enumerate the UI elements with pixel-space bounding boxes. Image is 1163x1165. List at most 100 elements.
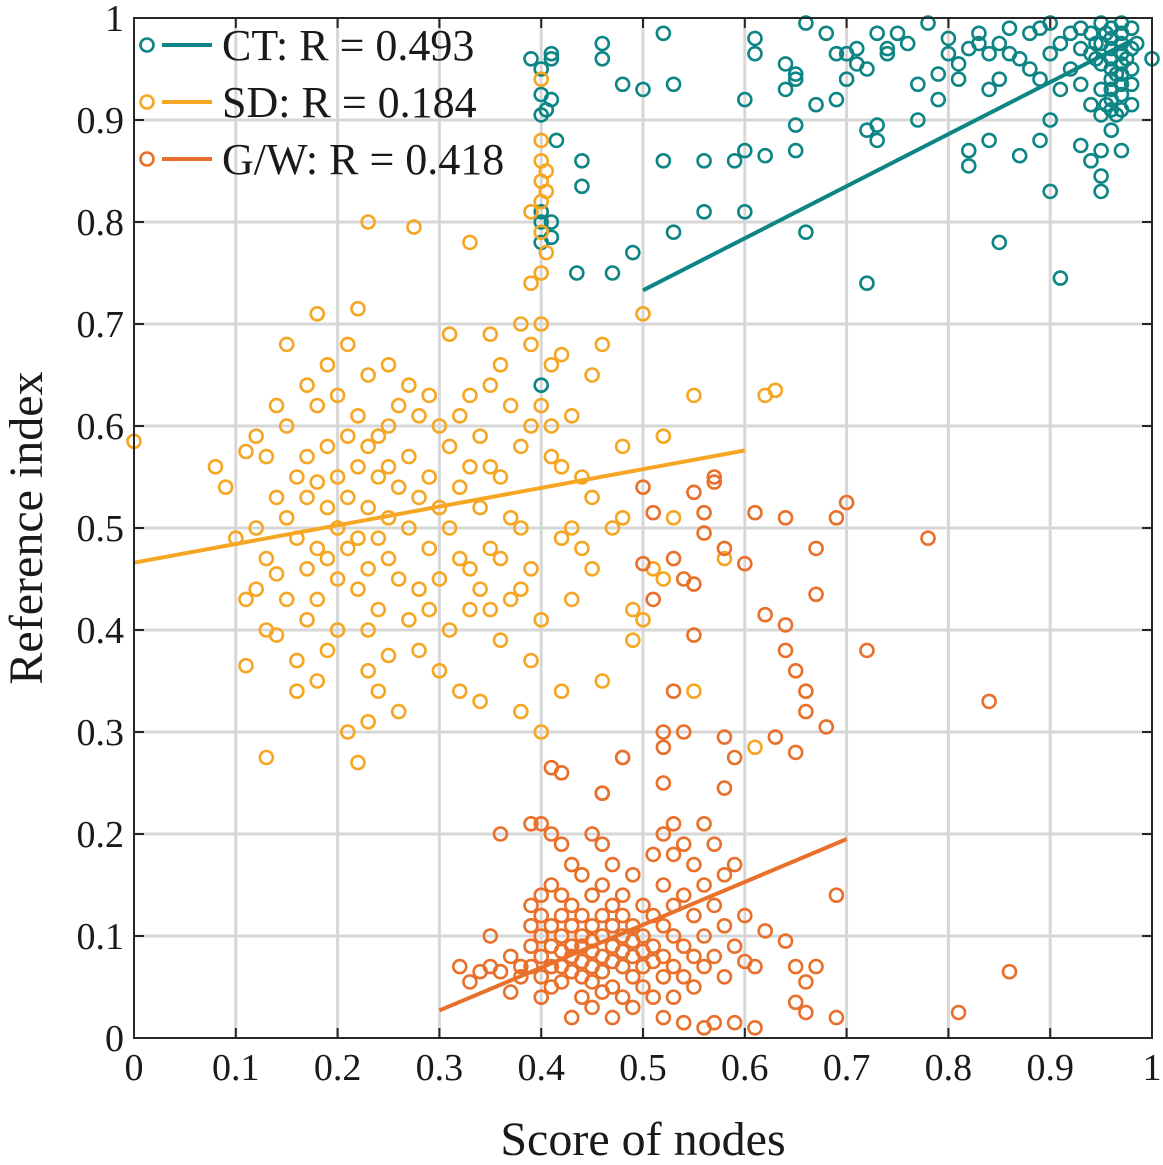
data-point bbox=[869, 25, 885, 42]
data-point bbox=[675, 887, 692, 904]
legend-item: G/W: R = 0.418 bbox=[139, 135, 504, 184]
data-point bbox=[492, 632, 509, 649]
data-point bbox=[798, 703, 814, 720]
data-point bbox=[950, 56, 967, 72]
data-point bbox=[828, 1009, 845, 1026]
data-point bbox=[482, 458, 499, 475]
data-point bbox=[360, 214, 376, 230]
data-point bbox=[625, 244, 641, 261]
data-point bbox=[421, 469, 438, 485]
data-point bbox=[665, 815, 682, 832]
data-point bbox=[787, 117, 804, 133]
data-point bbox=[319, 499, 336, 516]
data-point bbox=[675, 938, 692, 955]
data-point bbox=[655, 948, 672, 965]
data-point bbox=[238, 443, 254, 460]
data-point bbox=[268, 566, 285, 582]
data-point bbox=[696, 958, 712, 975]
data-point bbox=[543, 214, 560, 230]
data-point bbox=[574, 469, 590, 485]
data-point bbox=[339, 428, 356, 445]
data-point bbox=[696, 525, 712, 541]
data-point bbox=[787, 66, 804, 82]
data-point bbox=[655, 968, 672, 985]
data-point bbox=[686, 979, 702, 995]
data-point bbox=[553, 530, 570, 547]
y-tick-label: 1 bbox=[105, 0, 124, 40]
data-point bbox=[492, 550, 509, 567]
data-point bbox=[726, 749, 743, 766]
data-point bbox=[696, 815, 712, 832]
data-point bbox=[604, 979, 621, 995]
data-point bbox=[1001, 20, 1018, 37]
data-point bbox=[747, 1020, 763, 1036]
data-point bbox=[329, 387, 346, 404]
data-point bbox=[1083, 96, 1099, 113]
data-point bbox=[675, 836, 692, 853]
data-point bbox=[645, 938, 661, 955]
data-point bbox=[655, 25, 672, 42]
data-point bbox=[523, 418, 539, 434]
data-point bbox=[390, 479, 407, 496]
data-point bbox=[258, 749, 275, 766]
data-point bbox=[482, 540, 499, 557]
data-point bbox=[523, 938, 539, 955]
y-tick-label: 0.6 bbox=[77, 406, 125, 448]
data-point bbox=[390, 571, 407, 587]
data-point bbox=[502, 948, 519, 965]
data-point bbox=[736, 142, 753, 159]
data-point bbox=[350, 530, 366, 547]
data-point bbox=[686, 627, 702, 643]
data-point bbox=[548, 132, 565, 149]
data-point bbox=[655, 877, 672, 893]
data-point bbox=[278, 418, 295, 434]
data-point bbox=[1108, 107, 1125, 123]
fit-line-1 bbox=[133, 448, 746, 565]
data-point bbox=[533, 107, 550, 123]
legend: CT: R = 0.493 SD: R = 0.184 G/W: R = 0.418 bbox=[139, 21, 504, 184]
data-point bbox=[798, 1004, 814, 1021]
x-tick-label: 0.4 bbox=[517, 1047, 565, 1089]
data-point bbox=[217, 479, 234, 496]
data-point bbox=[625, 968, 641, 985]
data-point bbox=[1098, 25, 1114, 42]
data-point bbox=[645, 504, 661, 521]
y-axis-title: Reference index bbox=[0, 371, 53, 684]
data-point bbox=[370, 530, 387, 547]
data-point bbox=[767, 729, 784, 745]
data-point bbox=[777, 642, 794, 659]
data-point bbox=[360, 560, 376, 577]
data-point bbox=[401, 377, 417, 394]
data-point bbox=[594, 35, 611, 52]
data-point bbox=[716, 550, 733, 567]
data-point bbox=[706, 1014, 723, 1031]
data-point bbox=[513, 581, 529, 598]
data-point bbox=[614, 958, 631, 975]
data-point bbox=[360, 713, 376, 730]
data-point bbox=[543, 356, 560, 373]
data-point bbox=[1113, 86, 1130, 103]
legend-label: CT: R = 0.493 bbox=[222, 21, 474, 70]
data-point bbox=[309, 305, 326, 322]
data-point bbox=[492, 963, 509, 980]
data-point bbox=[523, 815, 539, 832]
data-point bbox=[991, 35, 1008, 52]
data-point bbox=[625, 632, 641, 649]
y-tick-label: 0.5 bbox=[77, 508, 125, 550]
data-point bbox=[299, 489, 315, 506]
data-point bbox=[584, 489, 600, 506]
data-point bbox=[533, 724, 550, 740]
x-tick-label: 0.7 bbox=[823, 1047, 871, 1089]
data-point bbox=[726, 153, 743, 169]
data-point bbox=[635, 979, 651, 995]
data-point bbox=[655, 724, 672, 740]
data-point bbox=[716, 968, 733, 985]
data-point bbox=[380, 647, 397, 664]
data-point bbox=[329, 571, 346, 587]
legend-item: CT: R = 0.493 bbox=[139, 21, 474, 70]
data-point bbox=[451, 550, 468, 567]
data-point bbox=[513, 316, 529, 332]
data-point bbox=[787, 994, 804, 1011]
data-point bbox=[1103, 122, 1120, 138]
data-point bbox=[625, 866, 641, 883]
